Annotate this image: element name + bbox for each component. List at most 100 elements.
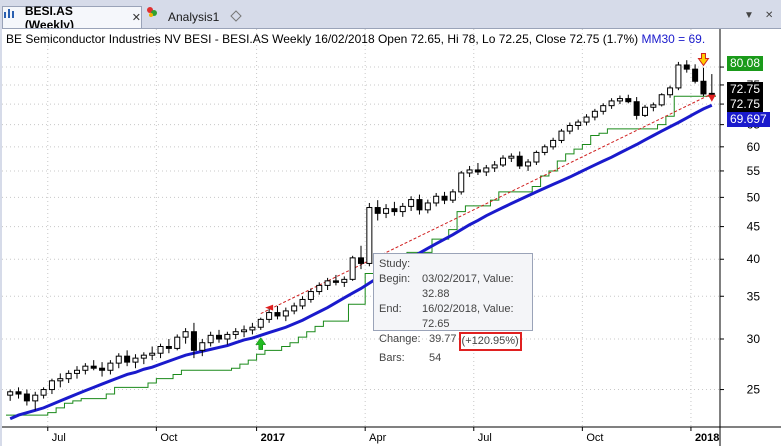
tab-analysis1[interactable]: Analysis1	[146, 6, 246, 28]
candle-body	[307, 291, 314, 300]
upper-price-badge: 80.08	[727, 56, 764, 71]
candle	[391, 201, 398, 216]
candle-body	[140, 354, 147, 359]
candle-body	[700, 80, 707, 95]
candle	[274, 305, 281, 320]
candle-body	[282, 310, 289, 317]
candle-body	[458, 172, 465, 193]
candle-body	[683, 64, 690, 70]
candle-body	[349, 257, 356, 280]
candle	[107, 360, 114, 375]
new-tab-icon[interactable]	[230, 10, 242, 22]
study-end-value: 16/02/2018, Value: 72.65	[421, 303, 514, 330]
x-tick-label: Oct	[160, 432, 177, 444]
candle	[366, 202, 373, 267]
price-chart[interactable]: 253035404550556065707580 JulOct2017AprJu…	[2, 29, 781, 446]
candle	[257, 317, 264, 330]
candle-body	[424, 202, 431, 211]
candle-body	[449, 191, 456, 201]
candle	[575, 119, 582, 130]
x-tick-label: Oct	[586, 432, 603, 444]
candle	[641, 104, 649, 118]
candle	[149, 346, 156, 361]
candle-body	[466, 169, 473, 174]
close-window-icon[interactable]: ✕	[765, 10, 774, 21]
candle	[266, 308, 273, 323]
candle	[115, 353, 122, 369]
candle-body	[316, 284, 323, 293]
candle	[291, 302, 298, 315]
candle	[516, 151, 523, 169]
candle	[316, 282, 323, 295]
candle	[349, 255, 356, 281]
candle	[591, 108, 598, 121]
candle-body	[65, 372, 72, 380]
candle-body	[57, 378, 64, 382]
candle-body	[266, 312, 273, 320]
tab-list-dropdown-icon[interactable]: ▼	[744, 10, 754, 21]
candle-body	[115, 355, 122, 364]
candle-body	[224, 333, 231, 340]
candle	[199, 339, 206, 357]
candle	[692, 64, 699, 84]
x-tick-label: Jul	[478, 432, 492, 444]
candle	[65, 370, 72, 383]
candle	[341, 276, 348, 287]
y-tick-label: 35	[747, 289, 761, 303]
candle	[650, 102, 657, 112]
candle	[190, 322, 197, 359]
study-bars-value: 54	[429, 352, 442, 364]
candle	[399, 202, 406, 217]
candle-body	[383, 208, 390, 214]
candle-body	[157, 345, 164, 354]
tab-close-icon[interactable]: ✕	[131, 12, 141, 24]
tab-besi-weekly[interactable]: BESI.AS (Weekly) ✕	[2, 4, 142, 32]
chart-panel[interactable]: 253035404550556065707580 JulOct2017AprJu…	[2, 28, 781, 446]
candle-body	[533, 151, 540, 163]
candle-body	[433, 195, 440, 204]
candle-body	[483, 167, 490, 173]
candle-body	[625, 98, 632, 103]
candle-body	[633, 101, 640, 116]
candle	[483, 164, 490, 177]
candle-body	[641, 106, 649, 116]
candle	[508, 153, 515, 163]
mm30-moving-average	[9, 103, 713, 421]
candle-body	[357, 257, 365, 264]
candle-body	[591, 110, 598, 118]
candle-body	[257, 318, 264, 328]
candle-body	[299, 298, 306, 307]
candle	[90, 360, 97, 371]
candle-body	[550, 139, 557, 148]
y-tick-label: 30	[747, 332, 761, 346]
candle-body	[332, 280, 339, 283]
candle	[700, 67, 707, 97]
candle	[241, 325, 248, 338]
candle-body	[667, 87, 674, 96]
chart-icon	[4, 9, 21, 24]
candle	[433, 192, 440, 207]
candle	[525, 159, 532, 171]
study-tooltip: Study: Begin: 03/02/2017, Value: 32.88 En…	[373, 253, 533, 364]
candle	[441, 191, 448, 205]
y-tick-label: 40	[747, 252, 761, 266]
candle	[215, 329, 223, 343]
candle-body	[107, 362, 114, 371]
candle	[48, 378, 55, 395]
candle-body	[190, 331, 197, 351]
candle	[675, 61, 682, 91]
analysis-icon	[147, 7, 164, 23]
candle-body	[15, 391, 22, 395]
ma-price-badge: 69.697	[727, 112, 770, 127]
candle	[165, 339, 172, 354]
candle-body	[692, 68, 699, 82]
tab-label: Analysis1	[168, 10, 220, 24]
candle-body	[341, 278, 348, 283]
y-tick-label: 50	[747, 190, 761, 204]
candle-body	[608, 100, 615, 107]
candle-body	[99, 367, 106, 371]
candle	[232, 328, 239, 340]
candle-body	[7, 391, 14, 396]
candle-body	[232, 331, 239, 335]
study-bars-label: Bars:	[379, 352, 405, 364]
